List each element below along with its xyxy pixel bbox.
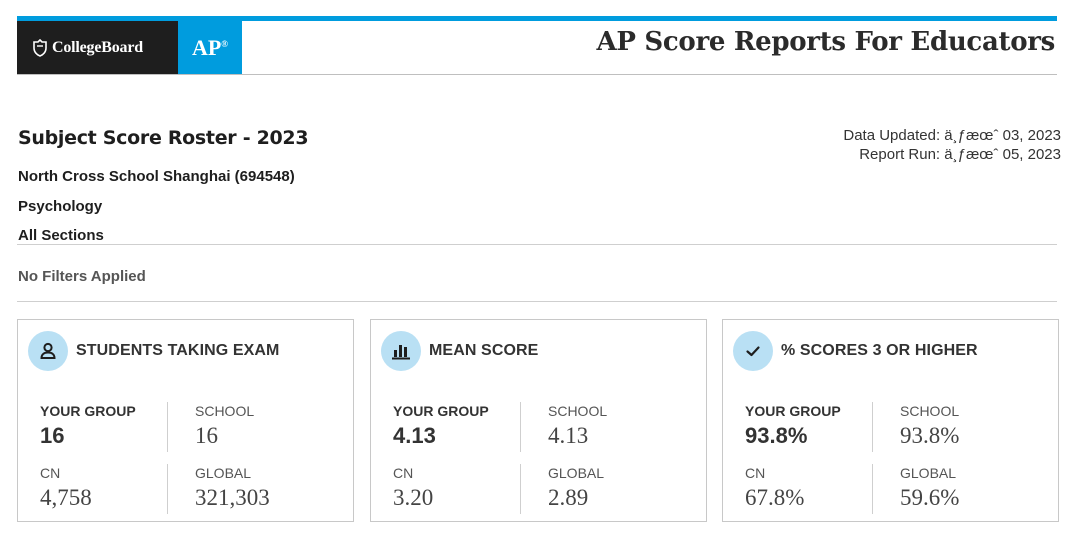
- ap-logo-mark: ®: [221, 38, 229, 49]
- stat-label: YOUR GROUP: [40, 403, 136, 419]
- app-title: AP Score Reports For Educators: [596, 27, 1056, 57]
- stat-value: 3.20: [393, 485, 434, 510]
- card-header: % SCORES 3 OR HIGHER: [733, 330, 978, 372]
- brand-text: CollegeBoard: [52, 38, 143, 56]
- stat-value: 93.8%: [900, 423, 960, 448]
- report-run: Report Run: ä¸ƒæœˆ 05, 2023: [859, 146, 1061, 163]
- stat-label: SCHOOL: [548, 403, 608, 419]
- stat-value: 4.13: [393, 423, 436, 448]
- stat-divider: [872, 402, 873, 452]
- app-header: CollegeBoard AP ® AP Score Reports For Ed…: [17, 21, 1057, 75]
- stat-label: GLOBAL: [195, 465, 252, 481]
- data-updated: Data Updated: ä¸ƒæœˆ 03, 2023: [843, 127, 1061, 144]
- cn-stat: CN 67.8%: [745, 465, 804, 511]
- stat-divider: [872, 464, 873, 514]
- report-title: Subject Score Roster - 2023: [18, 127, 309, 149]
- mean-score-card: MEAN SCORE YOUR GROUP 4.13 SCHOOL 4.13 C…: [370, 319, 707, 522]
- your-group-stat: YOUR GROUP 4.13: [393, 403, 489, 449]
- card-title: STUDENTS TAKING EXAM: [76, 342, 280, 359]
- stat-value: 59.6%: [900, 485, 960, 510]
- stat-value: 16: [40, 423, 65, 448]
- stat-divider: [167, 402, 168, 452]
- school-stat: SCHOOL 16: [195, 403, 254, 449]
- stat-label: GLOBAL: [548, 465, 605, 481]
- stat-divider: [520, 402, 521, 452]
- card-header: STUDENTS TAKING EXAM: [28, 330, 279, 372]
- ap-logo[interactable]: AP ®: [178, 21, 242, 74]
- stat-label: SCHOOL: [900, 403, 960, 419]
- bar-chart-icon: [381, 331, 421, 371]
- school-name: North Cross School Shanghai (694548): [18, 168, 295, 185]
- stat-label: CN: [40, 465, 61, 481]
- cn-stat: CN 3.20: [393, 465, 433, 511]
- your-group-stat: YOUR GROUP 93.8%: [745, 403, 841, 449]
- checkmark-icon: [733, 331, 773, 371]
- stat-value: 2.89: [548, 485, 589, 510]
- stat-value: 4.13: [548, 423, 589, 448]
- scores-3-or-higher-card: % SCORES 3 OR HIGHER YOUR GROUP 93.8% SC…: [722, 319, 1059, 522]
- sections-label: All Sections: [18, 227, 104, 244]
- global-stat: GLOBAL 59.6%: [900, 465, 959, 511]
- header-accent-bar: [17, 16, 1057, 21]
- stat-label: SCHOOL: [195, 403, 255, 419]
- students-taking-exam-card: STUDENTS TAKING EXAM YOUR GROUP 16 SCHOO…: [17, 319, 354, 522]
- ap-logo-text: AP: [191, 34, 222, 60]
- divider: [17, 301, 1057, 302]
- collegeboard-logo[interactable]: CollegeBoard: [17, 21, 178, 74]
- person-icon: [28, 331, 68, 371]
- divider: [17, 244, 1057, 245]
- stat-divider: [520, 464, 521, 514]
- stat-value: 4,758: [40, 485, 92, 510]
- global-stat: GLOBAL 321,303: [195, 465, 270, 511]
- filters-status: No Filters Applied: [18, 268, 146, 285]
- school-stat: SCHOOL 4.13: [548, 403, 607, 449]
- stat-divider: [167, 464, 168, 514]
- stat-value: 67.8%: [745, 485, 805, 510]
- report-dates: Data Updated: ä¸ƒæœˆ 03, 2023 Report Run…: [843, 126, 1061, 164]
- stat-value: 16: [195, 423, 218, 448]
- cn-stat: CN 4,758: [40, 465, 92, 511]
- stat-label: CN: [393, 465, 414, 481]
- acorn-icon: [33, 38, 47, 57]
- school-stat: SCHOOL 93.8%: [900, 403, 959, 449]
- subject-name: Psychology: [18, 198, 103, 215]
- global-stat: GLOBAL 2.89: [548, 465, 604, 511]
- card-header: MEAN SCORE: [381, 330, 538, 372]
- stat-label: YOUR GROUP: [745, 403, 841, 419]
- stat-value: 93.8%: [745, 423, 808, 448]
- your-group-stat: YOUR GROUP 16: [40, 403, 136, 449]
- stat-value: 321,303: [195, 485, 270, 510]
- stat-label: CN: [745, 465, 766, 481]
- stat-label: GLOBAL: [900, 465, 957, 481]
- card-title: MEAN SCORE: [429, 342, 539, 359]
- stat-label: YOUR GROUP: [393, 403, 489, 419]
- card-title: % SCORES 3 OR HIGHER: [781, 342, 978, 359]
